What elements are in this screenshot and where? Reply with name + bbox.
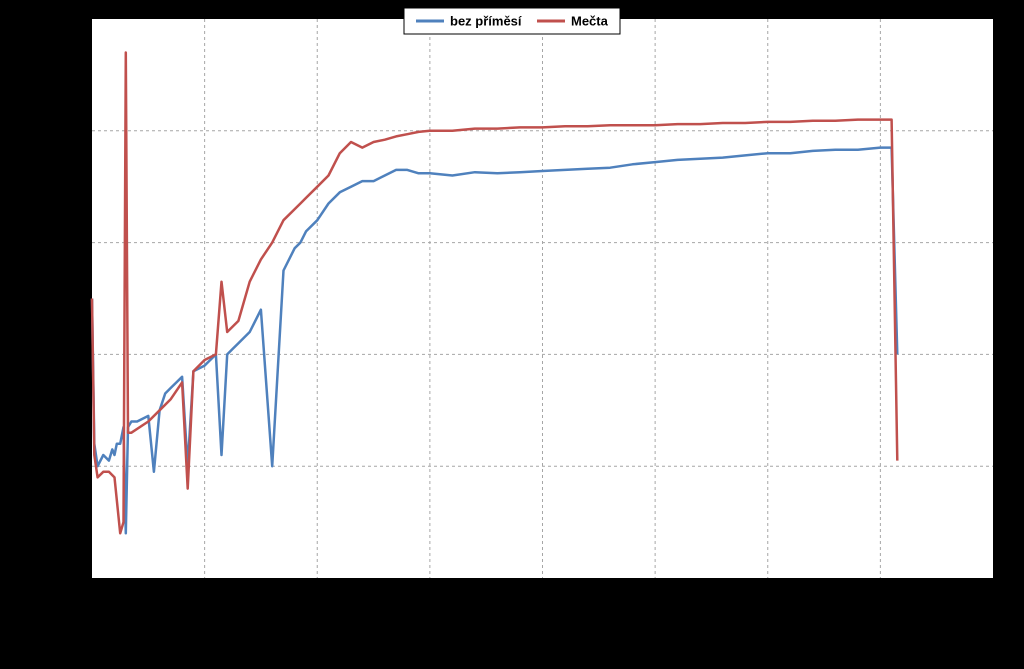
legend: bez příměsí Mečta (403, 7, 621, 35)
series-line-1 (90, 51, 899, 535)
grid-layer (92, 19, 993, 578)
series-layer (90, 51, 899, 535)
legend-label-bez-primesi: bez příměsí (450, 14, 522, 29)
legend-label-mecta: Mečta (571, 14, 609, 29)
plot-area (92, 19, 993, 578)
